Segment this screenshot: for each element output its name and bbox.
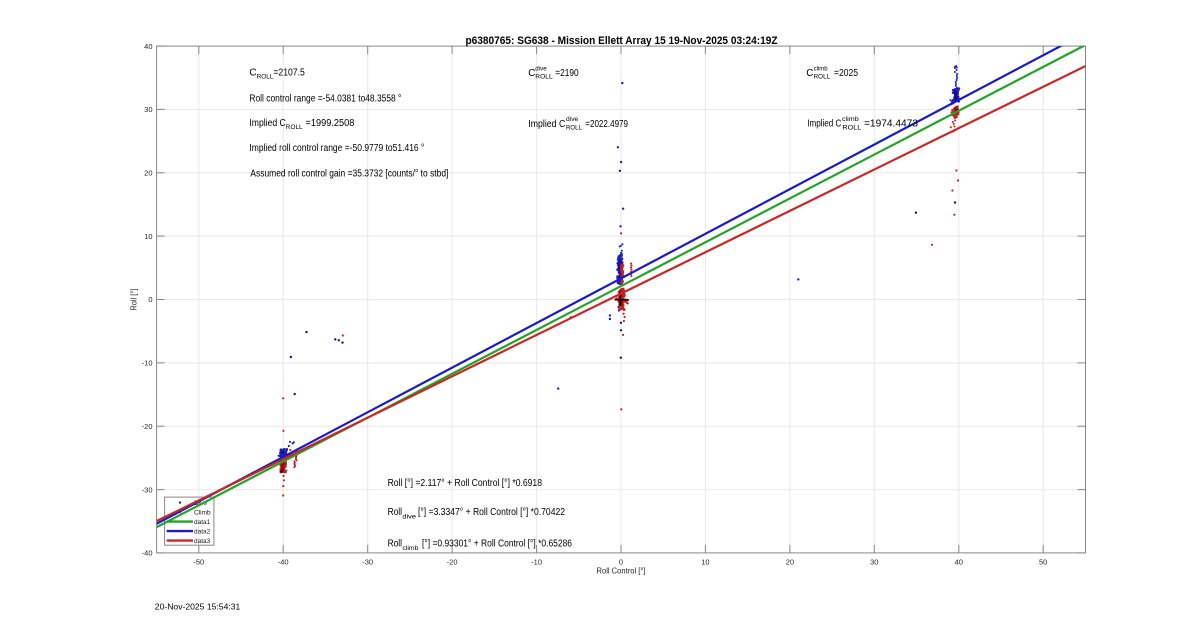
svg-text:[°] =3.3347° + Roll Control [°: [°] =3.3347° + Roll Control [°] *0.70422: [418, 507, 565, 518]
svg-text:-40: -40: [278, 558, 289, 567]
svg-text:20-Nov-2025 15:54:31: 20-Nov-2025 15:54:31: [155, 603, 241, 612]
svg-text:-20: -20: [142, 422, 153, 431]
svg-text:Roll: Roll: [388, 507, 402, 518]
svg-text:[°] =0.93301° + Roll Control [: [°] =0.93301° + Roll Control [°] *0.6528…: [422, 539, 572, 550]
svg-text:data2: data2: [194, 528, 211, 535]
svg-text:Climb: Climb: [194, 509, 211, 516]
svg-text:Implied C: Implied C: [807, 119, 841, 130]
svg-text:-50: -50: [193, 558, 204, 567]
svg-text:-30: -30: [362, 558, 373, 567]
svg-text:20: 20: [144, 169, 152, 178]
svg-text:C: C: [249, 68, 256, 79]
svg-text:40: 40: [955, 558, 963, 567]
svg-text:=2190: =2190: [555, 68, 579, 79]
svg-text:ROLL: ROLL: [535, 74, 553, 81]
svg-text:Implied C: Implied C: [528, 119, 565, 130]
svg-text:10: 10: [701, 558, 709, 567]
svg-text:ROLL: ROLL: [286, 124, 303, 131]
svg-text:-10: -10: [142, 359, 153, 368]
svg-text:20: 20: [786, 558, 794, 567]
svg-text:0: 0: [619, 558, 623, 567]
svg-text:climb: climb: [814, 65, 828, 72]
svg-text:Implied roll control range =-5: Implied roll control range =-50.9779 to5…: [249, 143, 424, 154]
svg-text:C: C: [806, 68, 813, 79]
svg-text:30: 30: [144, 105, 152, 114]
svg-text:=2107.5: =2107.5: [273, 68, 305, 79]
svg-text:-40: -40: [142, 549, 153, 558]
svg-text:p6380765: SG638 - Mission Elle: p6380765: SG638 - Mission Ellett Array 1…: [466, 35, 778, 47]
svg-text:30: 30: [870, 558, 878, 567]
svg-text:Roll: Roll: [388, 539, 402, 550]
svg-text:climb: climb: [402, 545, 418, 552]
svg-text:40: 40: [144, 42, 152, 51]
svg-text:Roll Control [°]: Roll Control [°]: [597, 567, 646, 576]
svg-text:C: C: [528, 68, 535, 79]
svg-text:data3: data3: [194, 538, 211, 545]
svg-text:Implied C: Implied C: [249, 118, 285, 129]
svg-text:dive: dive: [535, 65, 547, 72]
svg-text:Assumed roll control gain =35.: Assumed roll control gain =35.3732 [coun…: [250, 169, 448, 180]
svg-text:ROLL: ROLL: [566, 125, 582, 132]
svg-text:-30: -30: [142, 485, 153, 494]
svg-text:-10: -10: [531, 558, 542, 567]
svg-text:0: 0: [148, 295, 152, 304]
svg-text:=2025: =2025: [834, 68, 858, 79]
svg-text:dive: dive: [566, 116, 579, 123]
svg-text:ROLL: ROLL: [842, 124, 861, 131]
svg-text:-20: -20: [447, 558, 458, 567]
svg-text:dive: dive: [402, 514, 416, 521]
svg-text:Roll [°]: Roll [°]: [130, 289, 139, 311]
svg-text:10: 10: [144, 232, 152, 241]
svg-text:=1974.4473: =1974.4473: [864, 119, 918, 130]
svg-text:ROLL: ROLL: [257, 73, 274, 80]
svg-text:=2022.4979: =2022.4979: [585, 119, 628, 130]
svg-text:50: 50: [1039, 558, 1047, 567]
svg-text:ROLL: ROLL: [814, 74, 831, 81]
svg-text:data1: data1: [194, 519, 211, 526]
svg-text:=1999.2508: =1999.2508: [306, 118, 355, 129]
svg-text:climb: climb: [842, 116, 859, 123]
svg-text:Roll control range =-54.0381 t: Roll control range =-54.0381 to48.3558 °: [249, 93, 401, 104]
svg-text:Roll [°] =2.117° + Roll Contro: Roll [°] =2.117° + Roll Control [°] *0.6…: [388, 478, 543, 489]
